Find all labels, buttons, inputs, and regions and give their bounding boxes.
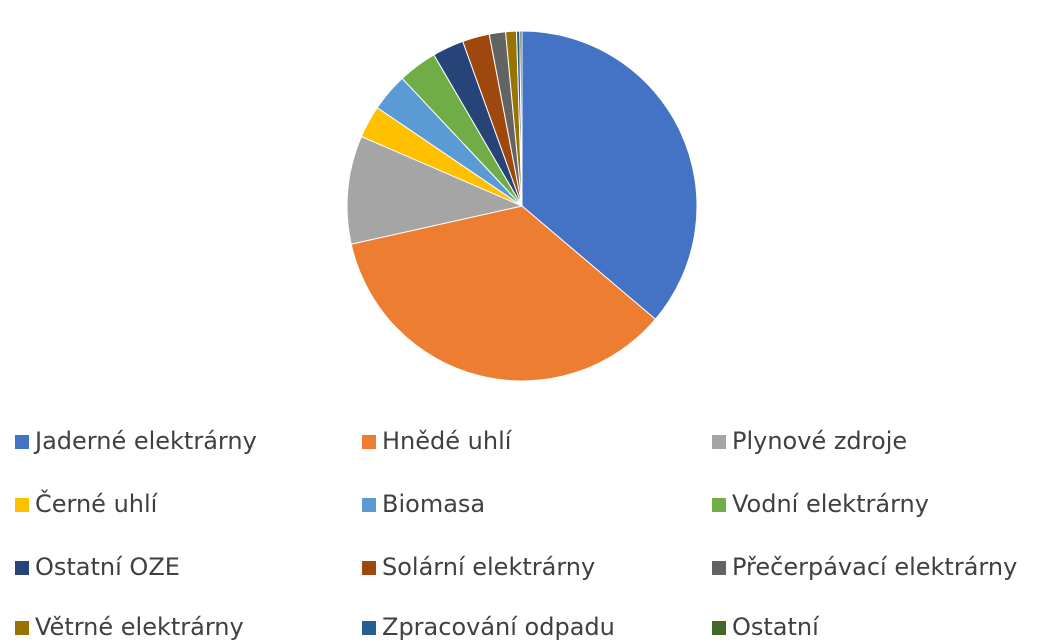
legend-swatch <box>712 621 726 635</box>
legend-swatch <box>712 561 726 575</box>
legend-swatch <box>15 621 29 635</box>
legend-label: Ostatní OZE <box>35 553 180 581</box>
legend-swatch <box>15 498 29 512</box>
legend-swatch <box>15 561 29 575</box>
pie-slice <box>346 135 524 245</box>
legend-swatch <box>362 435 376 449</box>
legend-swatch <box>362 561 376 575</box>
legend-label: Solární elektrárny <box>382 553 595 581</box>
legend-label: Přečerpávací elektrárny <box>732 553 1017 581</box>
legend-swatch <box>712 435 726 449</box>
legend-swatch <box>362 621 376 635</box>
legend-label: Hnědé uhlí <box>382 427 513 455</box>
legend-label: Větrné elektrárny <box>35 613 244 641</box>
legend-swatch <box>362 498 376 512</box>
legend-label: Biomasa <box>382 490 485 518</box>
legend-label: Jaderné elektrárny <box>33 427 257 455</box>
legend-label: Černé uhlí <box>35 488 159 518</box>
pie-slice <box>521 30 698 320</box>
pie-slice <box>519 30 523 207</box>
legend-label: Ostatní <box>732 613 820 641</box>
legend-label: Zpracování odpadu <box>382 613 615 641</box>
legend-label: Plynové zdroje <box>732 427 907 455</box>
legend-swatch <box>712 498 726 512</box>
pie-slice <box>350 205 657 382</box>
legend-label: Vodní elektrárny <box>732 490 929 518</box>
legend-swatch <box>15 435 29 449</box>
